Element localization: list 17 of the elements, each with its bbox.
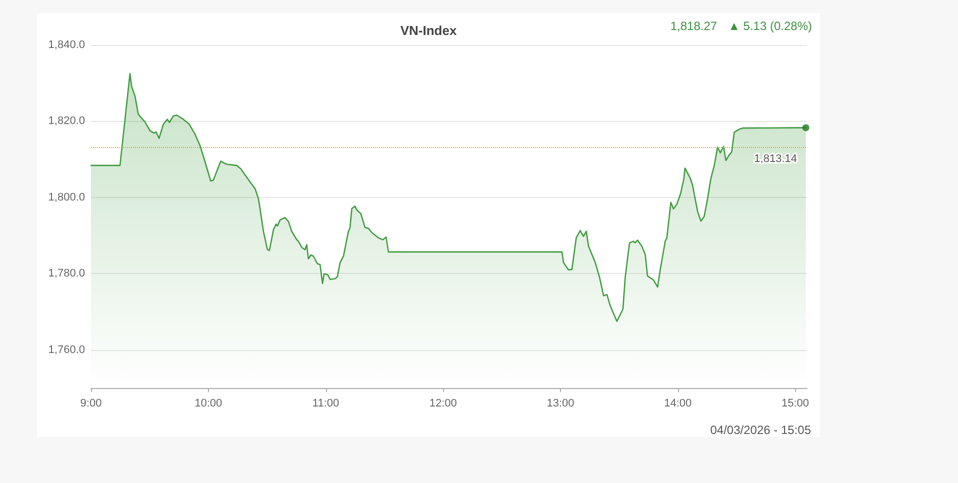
y-tick-label: 1,760.0 [48, 344, 85, 356]
x-tick-label: 9:00 [80, 398, 102, 410]
y-tick-label: 1,840.0 [48, 39, 85, 51]
x-tick-label: 11:00 [312, 398, 340, 410]
ref-line-label: 1,813.14 [754, 152, 797, 165]
y-tick-label: 1,820.0 [48, 115, 85, 128]
x-tick-label: 15:00 [781, 398, 810, 410]
x-tick-label: 12:00 [429, 398, 457, 410]
x-tick-label: 10:00 [194, 398, 222, 410]
chart-title: VN-Index [400, 23, 458, 38]
text: 1,818.27 [670, 18, 718, 34]
text: ▲ 5.13 (0.28%) [728, 18, 812, 34]
x-tick-label: 14:00 [664, 398, 692, 410]
y-tick-label: 1,800.0 [48, 191, 85, 204]
y-tick-label: 1,780.0 [48, 268, 85, 280]
text: 04/03/2026 - 15:05 [710, 423, 811, 437]
x-tick-label: 13:00 [546, 398, 574, 410]
